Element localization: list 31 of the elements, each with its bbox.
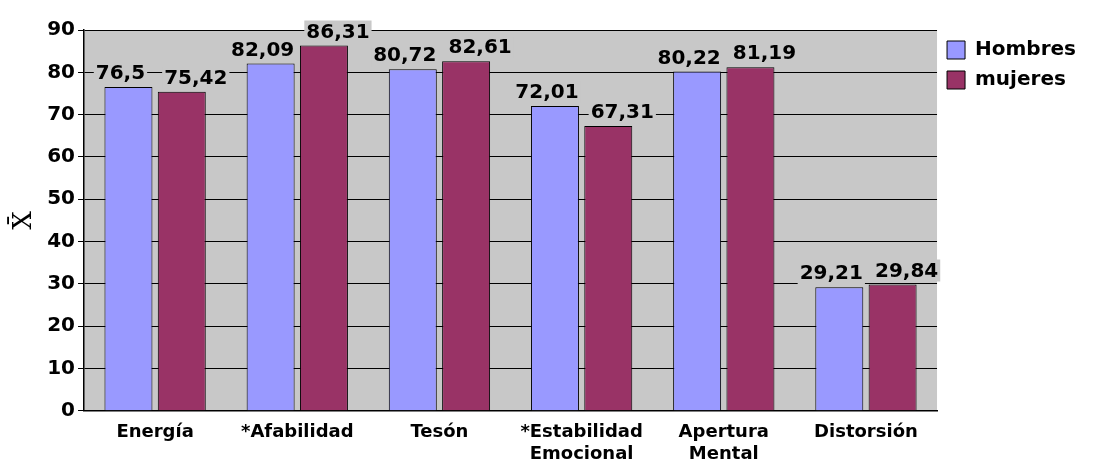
y-tick-label: 80 bbox=[47, 58, 76, 83]
data-label: 75,42 bbox=[164, 64, 228, 89]
data-label: 76,5 bbox=[95, 60, 146, 85]
y-axis-title: X̄ bbox=[6, 210, 38, 230]
data-label: 86,31 bbox=[306, 18, 370, 43]
y-tick-label: 70 bbox=[47, 100, 76, 125]
data-label: 29,21 bbox=[799, 260, 863, 285]
y-tick-label: 30 bbox=[47, 270, 76, 295]
data-label: 80,72 bbox=[373, 42, 437, 67]
y-tick-label: 60 bbox=[47, 143, 76, 168]
data-label: 82,61 bbox=[448, 34, 512, 59]
data-label: 81,19 bbox=[732, 40, 797, 65]
x-tick-label: *Estabilidad Emocional bbox=[520, 420, 643, 463]
x-tick-label: Tesón bbox=[410, 420, 469, 442]
x-tick-label: *Afabilidad bbox=[240, 420, 354, 442]
legend-label: mujeres bbox=[975, 66, 1066, 91]
x-tick-label: Energía bbox=[116, 420, 194, 442]
data-label: 82,09 bbox=[230, 36, 295, 61]
data-label: 72,01 bbox=[515, 79, 579, 104]
data-label: 29,84 bbox=[874, 257, 939, 282]
x-tick-label: Distorsión bbox=[814, 420, 918, 442]
x-tick-label: Apertura Mental bbox=[678, 420, 769, 463]
y-tick-label: 10 bbox=[47, 354, 76, 379]
y-tick-label: 40 bbox=[47, 227, 76, 252]
data-label: 67,31 bbox=[590, 99, 654, 124]
y-tick-label: 50 bbox=[47, 185, 76, 210]
y-tick-label: 90 bbox=[47, 16, 76, 41]
y-tick-label: 20 bbox=[47, 312, 76, 337]
data-label: 80,22 bbox=[657, 44, 721, 69]
legend-label: Hombres bbox=[975, 36, 1076, 61]
y-tick-label: 0 bbox=[61, 397, 76, 421]
